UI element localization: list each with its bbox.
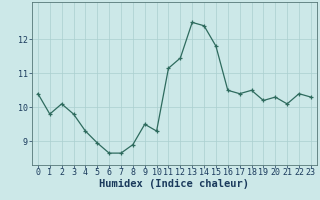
X-axis label: Humidex (Indice chaleur): Humidex (Indice chaleur) [100, 179, 249, 189]
